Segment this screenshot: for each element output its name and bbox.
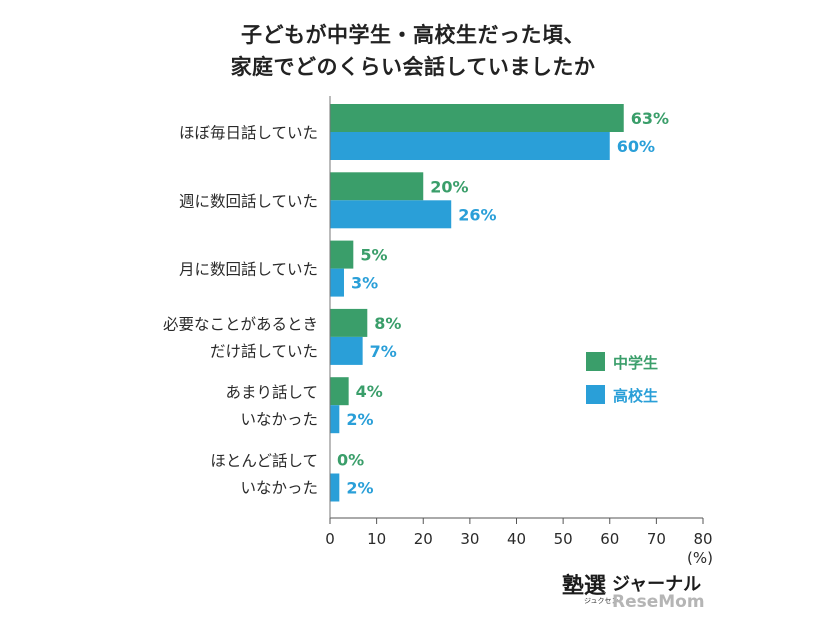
value-label-1-2: 3% [351, 274, 378, 293]
bar-0-2 [330, 240, 354, 269]
value-label-0-1: 20% [430, 177, 468, 196]
value-label-1-1: 26% [458, 205, 496, 224]
x-tick-label-40: 40 [507, 530, 526, 548]
value-label-0-0: 63% [631, 109, 669, 128]
x-axis: 0 10 20 30 40 50 60 70 80(%) [325, 96, 713, 567]
category-label-5-1: いなかった [240, 479, 318, 497]
brand-logo-reading: ジュクセン [584, 597, 619, 605]
brand-logo-kana: ジャーナル [612, 574, 701, 595]
value-label-0-3: 8% [374, 314, 401, 333]
chart-title-line-1: 子どもが中学生・高校生だった頃、 [241, 23, 585, 47]
bar-1-0 [330, 132, 610, 160]
category-label-3-1: だけ話していた [210, 342, 318, 360]
bar-0-4 [330, 377, 349, 406]
brand-logo: 塾選 ジャーナル ジュクセン ReseMom [562, 573, 705, 612]
bar-1-5 [330, 473, 340, 502]
value-label-0-5: 0% [337, 451, 364, 470]
value-label-1-4: 2% [346, 410, 373, 429]
x-tick-label-20: 20 [414, 530, 433, 548]
legend-swatch-1 [586, 385, 605, 404]
category-label-0-0: ほぼ毎日話していた [179, 124, 318, 142]
chart-title-line-2: 家庭でどのくらい会話していましたか [230, 55, 596, 79]
x-tick-label-70: 70 [647, 530, 666, 548]
bar-0-1 [330, 172, 424, 201]
x-tick-label-60: 60 [600, 530, 619, 548]
x-tick-label-50: 50 [554, 530, 573, 548]
value-label-1-3: 7% [370, 342, 397, 361]
category-labels: ほぼ毎日話していた週に数回話していた月に数回話していた必要なことがあるときだけ話… [163, 124, 318, 497]
legend-label-1: 高校生 [613, 387, 658, 405]
value-label-1-5: 2% [346, 479, 373, 498]
x-axis-unit: (%) [687, 549, 713, 567]
watermark-resemom: ReseMom [612, 592, 705, 612]
value-label-0-4: 4% [356, 382, 383, 401]
category-label-5-0: ほとんど話して [210, 452, 318, 470]
bar-1-3 [330, 336, 363, 365]
category-label-1-0: 週に数回話していた [179, 192, 318, 210]
legend-label-0: 中学生 [613, 354, 658, 372]
x-tick-label-30: 30 [460, 530, 479, 548]
bar-1-1 [330, 200, 452, 229]
category-label-4-1: いなかった [240, 411, 318, 429]
category-label-2-0: 月に数回話していた [179, 261, 318, 279]
value-label-1-0: 60% [617, 137, 655, 156]
bar-1-2 [330, 268, 344, 297]
bar-0-3 [330, 308, 368, 337]
bars-layer: 63% 60% 20% 26% 5% 3% 8% 7% 4% 2% 0% 2% [330, 104, 669, 502]
category-label-4-0: あまり話して [225, 384, 318, 402]
category-label-3-0: 必要なことがあるとき [163, 315, 318, 333]
x-tick-label-80: 80 [693, 530, 712, 548]
bar-0-0 [330, 104, 624, 132]
bar-1-4 [330, 405, 340, 434]
legend-swatch-0 [586, 352, 605, 371]
brand-logo-kanji: 塾選 [562, 573, 606, 599]
value-label-0-2: 5% [360, 246, 387, 265]
x-tick-label-10: 10 [367, 530, 386, 548]
x-tick-label-0: 0 [325, 530, 335, 548]
